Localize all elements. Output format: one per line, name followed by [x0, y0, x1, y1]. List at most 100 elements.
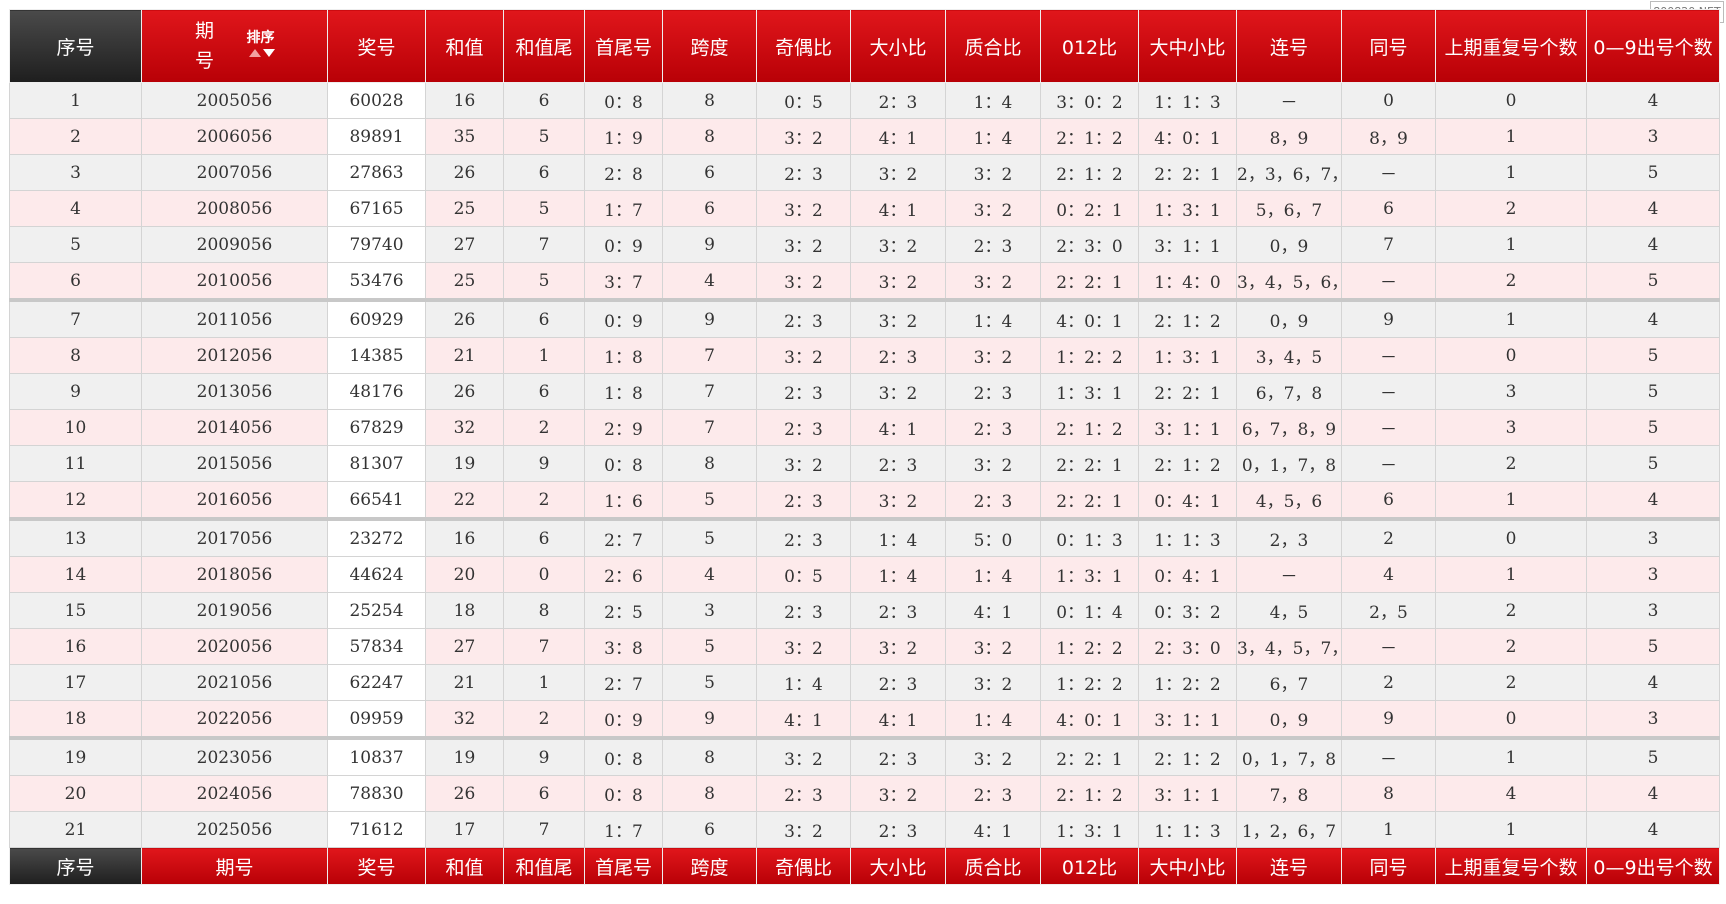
- table-cell: 4，5，6: [1236, 481, 1342, 520]
- table-cell: 0: [1435, 337, 1587, 374]
- table-cell: 3：1：1: [1138, 226, 1237, 263]
- table-cell: 2012056: [141, 337, 328, 374]
- table-cell: 2：3: [756, 154, 851, 191]
- table-cell: 3：2: [945, 628, 1041, 665]
- sort-label[interactable]: 排序: [246, 30, 275, 46]
- table-cell: 2: [1435, 664, 1587, 701]
- table-cell: －: [1341, 409, 1436, 446]
- sort-arrows[interactable]: [246, 46, 276, 58]
- table-cell: 0: [1435, 82, 1587, 119]
- table-cell: 2：2：1: [1040, 736, 1139, 776]
- table-cell: 1：7: [584, 811, 663, 848]
- table-cell: 2010056: [141, 262, 328, 301]
- footer-header: 同号: [1341, 847, 1436, 885]
- table-cell: 5: [1586, 628, 1720, 665]
- footer-header: 期号: [141, 847, 328, 885]
- table-cell: 6: [503, 82, 585, 119]
- table-cell: 9: [1341, 700, 1436, 739]
- table-cell: 2: [1435, 262, 1587, 301]
- table-cell: 13: [9, 517, 142, 557]
- table-cell: 1：4: [850, 556, 946, 593]
- table-cell: 0：4：1: [1138, 481, 1237, 520]
- table-cell: 2：1：2: [1040, 775, 1139, 812]
- table-cell: 7: [1341, 226, 1436, 263]
- column-header: 和值尾: [503, 9, 585, 83]
- table-cell: 1: [1435, 118, 1587, 155]
- table-cell: 3，4，5，7，8: [1236, 628, 1342, 665]
- table-cell: 16: [425, 82, 504, 119]
- table-body: 1 2005056 60028 16 6 0：8 8 0：5 2：3 1：4 3：0：2 1：1：3 －…: [9, 82, 1720, 848]
- table-cell: 2: [503, 409, 585, 446]
- table-cell: 5: [9, 226, 142, 263]
- table-cell: 4：0：1: [1040, 700, 1139, 739]
- table-cell: 19: [425, 445, 504, 482]
- table-cell: 67829: [327, 409, 426, 446]
- table-cell: 1：4: [850, 517, 946, 557]
- table-cell: 3，4，5，6，7: [1236, 262, 1342, 301]
- column-header: 奖号: [327, 9, 426, 83]
- table-cell: 7: [662, 373, 757, 410]
- table-cell: 3：2: [756, 628, 851, 665]
- table-cell: 25254: [327, 592, 426, 629]
- table-cell: 7: [9, 298, 142, 338]
- footer-header: 首尾号: [584, 847, 663, 885]
- table-cell: 6: [1341, 190, 1436, 227]
- table-cell: 1：4: [756, 664, 851, 701]
- table-cell: 1: [1435, 226, 1587, 263]
- footer-header: 和值尾: [503, 847, 585, 885]
- table-cell: 2：3: [850, 811, 946, 848]
- table-cell: 3：2: [850, 481, 946, 520]
- table-cell: 1: [1341, 811, 1436, 848]
- table-cell: 2：3: [945, 775, 1041, 812]
- table-cell: 2：3: [850, 664, 946, 701]
- table-cell: 9: [1341, 298, 1436, 338]
- table-row: 6 2010056 53476 25 5 3：7 4 3：2 3：2 3：2 2：2：1 1：4：0 3…: [9, 262, 1720, 301]
- table-cell: 2014056: [141, 409, 328, 446]
- table-cell: 2: [1435, 592, 1587, 629]
- table-cell: －: [1236, 556, 1342, 593]
- table-cell: 3：2: [756, 118, 851, 155]
- table-cell: 0：3：2: [1138, 592, 1237, 629]
- footer-header: 连号: [1236, 847, 1342, 885]
- table-cell: 2：3: [756, 775, 851, 812]
- table-cell: 2018056: [141, 556, 328, 593]
- table-cell: 2023056: [141, 736, 328, 776]
- table-cell: 0: [1435, 517, 1587, 557]
- table-cell: 2020056: [141, 628, 328, 665]
- table-cell: 3：1：1: [1138, 409, 1237, 446]
- table-row: 7 2011056 60929 26 6 0：9 9 2：3 3：2 1：4 4：0：1 2：1：2 0…: [9, 298, 1720, 338]
- table-cell: 2：3：0: [1040, 226, 1139, 263]
- sort-button[interactable]: 排序: [246, 30, 276, 62]
- table-cell: 0：9: [584, 298, 663, 338]
- table-cell: 1：4：0: [1138, 262, 1237, 301]
- table-cell: 3：2: [945, 190, 1041, 227]
- table-cell: 2: [1341, 664, 1436, 701]
- table-cell: 3：2: [945, 664, 1041, 701]
- table-cell: 3：2: [850, 298, 946, 338]
- table-cell: 5: [1586, 337, 1720, 374]
- table-cell: 1: [503, 337, 585, 374]
- table-cell: 11: [9, 445, 142, 482]
- table-cell: 7: [503, 226, 585, 263]
- table-cell: 4：1: [850, 409, 946, 446]
- table-cell: 10: [9, 409, 142, 446]
- table-cell: 3：2: [850, 154, 946, 191]
- table-cell: 2：1：2: [1138, 445, 1237, 482]
- table-cell: 2：2：1: [1040, 262, 1139, 301]
- table-cell: 60028: [327, 82, 426, 119]
- table-cell: 1：7: [584, 190, 663, 227]
- table-cell: 9: [503, 736, 585, 776]
- footer-header: 大小比: [850, 847, 946, 885]
- table-cell: 5: [1586, 154, 1720, 191]
- table-cell: 48176: [327, 373, 426, 410]
- table-cell: 2：2：1: [1040, 445, 1139, 482]
- footer-header: 上期重复号个数: [1435, 847, 1587, 885]
- table-cell: 1: [1435, 736, 1587, 776]
- table-cell: 0，9: [1236, 298, 1342, 338]
- table-cell: 2：3: [945, 226, 1041, 263]
- table-cell: 6，7，8: [1236, 373, 1342, 410]
- table-cell: 0，1，7，8: [1236, 445, 1342, 482]
- table-row: 5 2009056 79740 27 7 0：9 9 3：2 3：2 2：3 2：3：0 3：1：1 0…: [9, 226, 1720, 263]
- table-cell: 2: [1435, 190, 1587, 227]
- table-cell: 1: [9, 82, 142, 119]
